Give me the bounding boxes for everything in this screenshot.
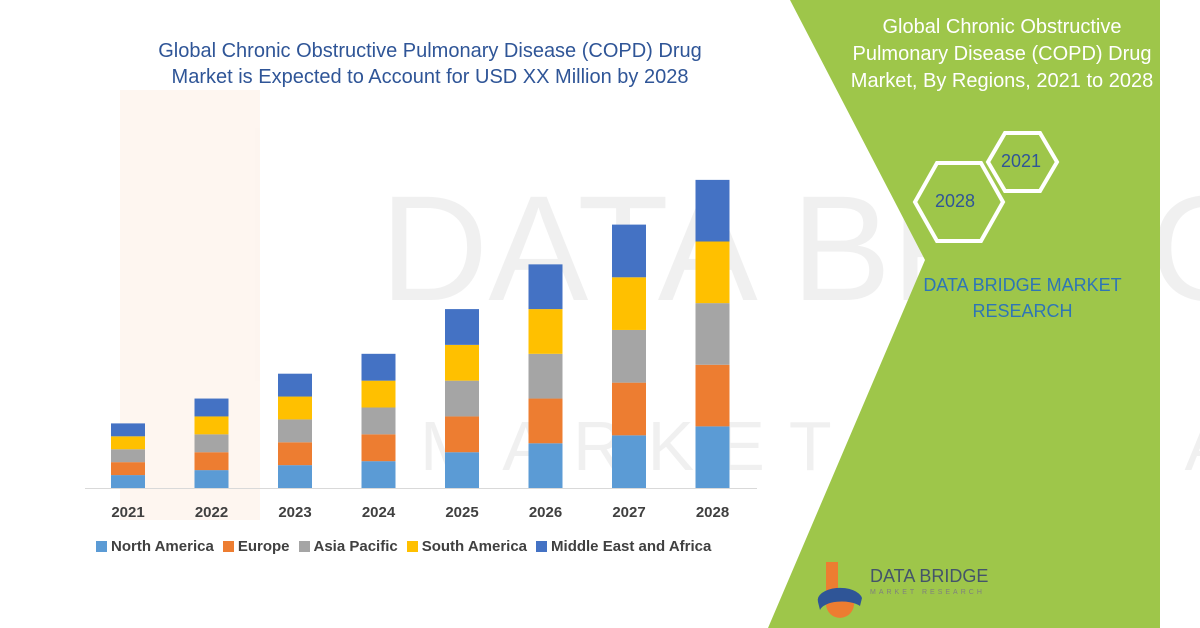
bar-segment-2021-4 [111,423,145,437]
bar-segment-2023-1 [278,442,312,466]
side-title-line3: Market, By Regions, 2021 to 2028 [850,70,1154,92]
bar-segment-2028-3 [695,241,730,304]
bar-segment-2026-0 [528,443,563,488]
side-title-line2: Pulmonary Disease (COPD) Drug [852,43,1152,65]
bar-segment-2027-2 [612,329,646,383]
bar-segment-2025-0 [445,452,479,488]
bar-segment-2021-0 [111,475,145,488]
bar-segment-2024-3 [361,380,396,408]
data-bridge-logo-icon [817,562,862,618]
bar-segment-2027-3 [612,277,646,330]
legend-label: Middle East and Africa [551,538,712,555]
stacked-bar-chart: 2021 2022 2023 2024 2025 2026 2027 2028 [85,179,757,521]
side-panel-title: Global Chronic Obstructive Pulmonary Dis… [812,14,1192,95]
bar-segment-2027-1 [612,382,646,436]
bar-segment-2025-1 [445,416,479,453]
bar-segment-2026-3 [528,309,563,354]
side-brand-line2: RESEARCH [972,301,1073,321]
bar-segment-2021-2 [111,449,145,463]
bar-segment-2022-1 [194,452,229,471]
legend-item: North America [96,538,214,555]
bar-segment-2023-2 [278,419,312,443]
bar-segment-2027-4 [612,224,646,278]
bar-segment-2023-0 [278,465,312,488]
legend-item: Asia Pacific [298,538,398,555]
bar-segment-2024-2 [361,407,396,435]
bar-segment-2026-1 [528,398,563,444]
x-tick-label: 2023 [278,504,311,521]
bar-segment-2026-4 [528,264,563,310]
bar-segment-2028-2 [695,303,730,365]
bar-segment-2022-4 [194,398,229,417]
bar-segment-2027-0 [612,435,646,488]
hexagon-back-label: 2021 [1001,151,1042,171]
side-brand-text: DATA BRIDGE MARKET RESEARCH [900,272,1145,324]
bar-segment-2022-3 [194,416,229,435]
legend-swatch [406,541,418,552]
legend-item: Europe [222,538,290,555]
bar-segment-2025-2 [445,380,479,417]
side-title-line1: Global Chronic Obstructive [882,16,1122,38]
x-tick-label: 2028 [696,504,729,521]
bar-segment-2023-3 [278,396,312,420]
side-brand-line1: DATA BRIDGE MARKET [923,275,1122,295]
x-tick-label: 2024 [362,504,396,521]
legend-item: South America [406,538,528,555]
legend-label: North America [111,538,214,555]
bar-segment-2028-1 [695,364,730,427]
hexagon-front-icon [912,161,1006,243]
logo-name: DATA BRIDGE [870,566,989,586]
chart-title-line2: Market is Expected to Account for USD XX… [171,66,689,88]
bar-segment-2028-0 [695,426,730,488]
bar-segment-2023-4 [278,373,312,397]
x-tick-label: 2027 [612,504,645,521]
side-panel-background [768,0,1160,628]
bar-segment-2021-3 [111,436,145,450]
bar-segment-2025-3 [445,344,479,381]
legend-swatch [222,541,234,552]
legend-swatch [96,541,107,552]
bar-segment-2022-0 [194,470,229,488]
x-tick-label: 2021 [111,504,144,521]
chart-title-line1: Global Chronic Obstructive Pulmonary Dis… [158,40,702,62]
bar-segment-2026-2 [528,353,563,399]
logo-tagline: MARKET RESEARCH [870,589,985,596]
bar-segment-2024-1 [361,434,396,462]
bar-segment-2025-4 [445,309,479,345]
legend-swatch [298,541,310,552]
hexagon-front-label: 2028 [935,191,976,211]
bar-segment-2024-0 [361,461,396,488]
legend-item: Middle East and Africa [536,538,711,555]
hexagon-back-icon [985,131,1060,193]
legend-label: Europe [237,538,290,555]
chart-legend: North America Europe Asia Pacific South Ame… [96,538,776,555]
legend-label: Asia Pacific [313,538,398,555]
legend-label: South America [421,538,528,555]
legend-swatch [536,541,548,552]
bar-segment-2028-4 [695,179,730,242]
x-tick-label: 2025 [445,504,478,521]
bar-segment-2022-2 [194,434,229,453]
x-tick-label: 2026 [529,504,562,521]
x-tick-label: 2022 [195,504,228,521]
bar-segment-2024-4 [361,353,396,381]
bar-segment-2021-1 [111,462,145,476]
chart-title: Global Chronic Obstructive Pulmonary Dis… [120,38,740,90]
